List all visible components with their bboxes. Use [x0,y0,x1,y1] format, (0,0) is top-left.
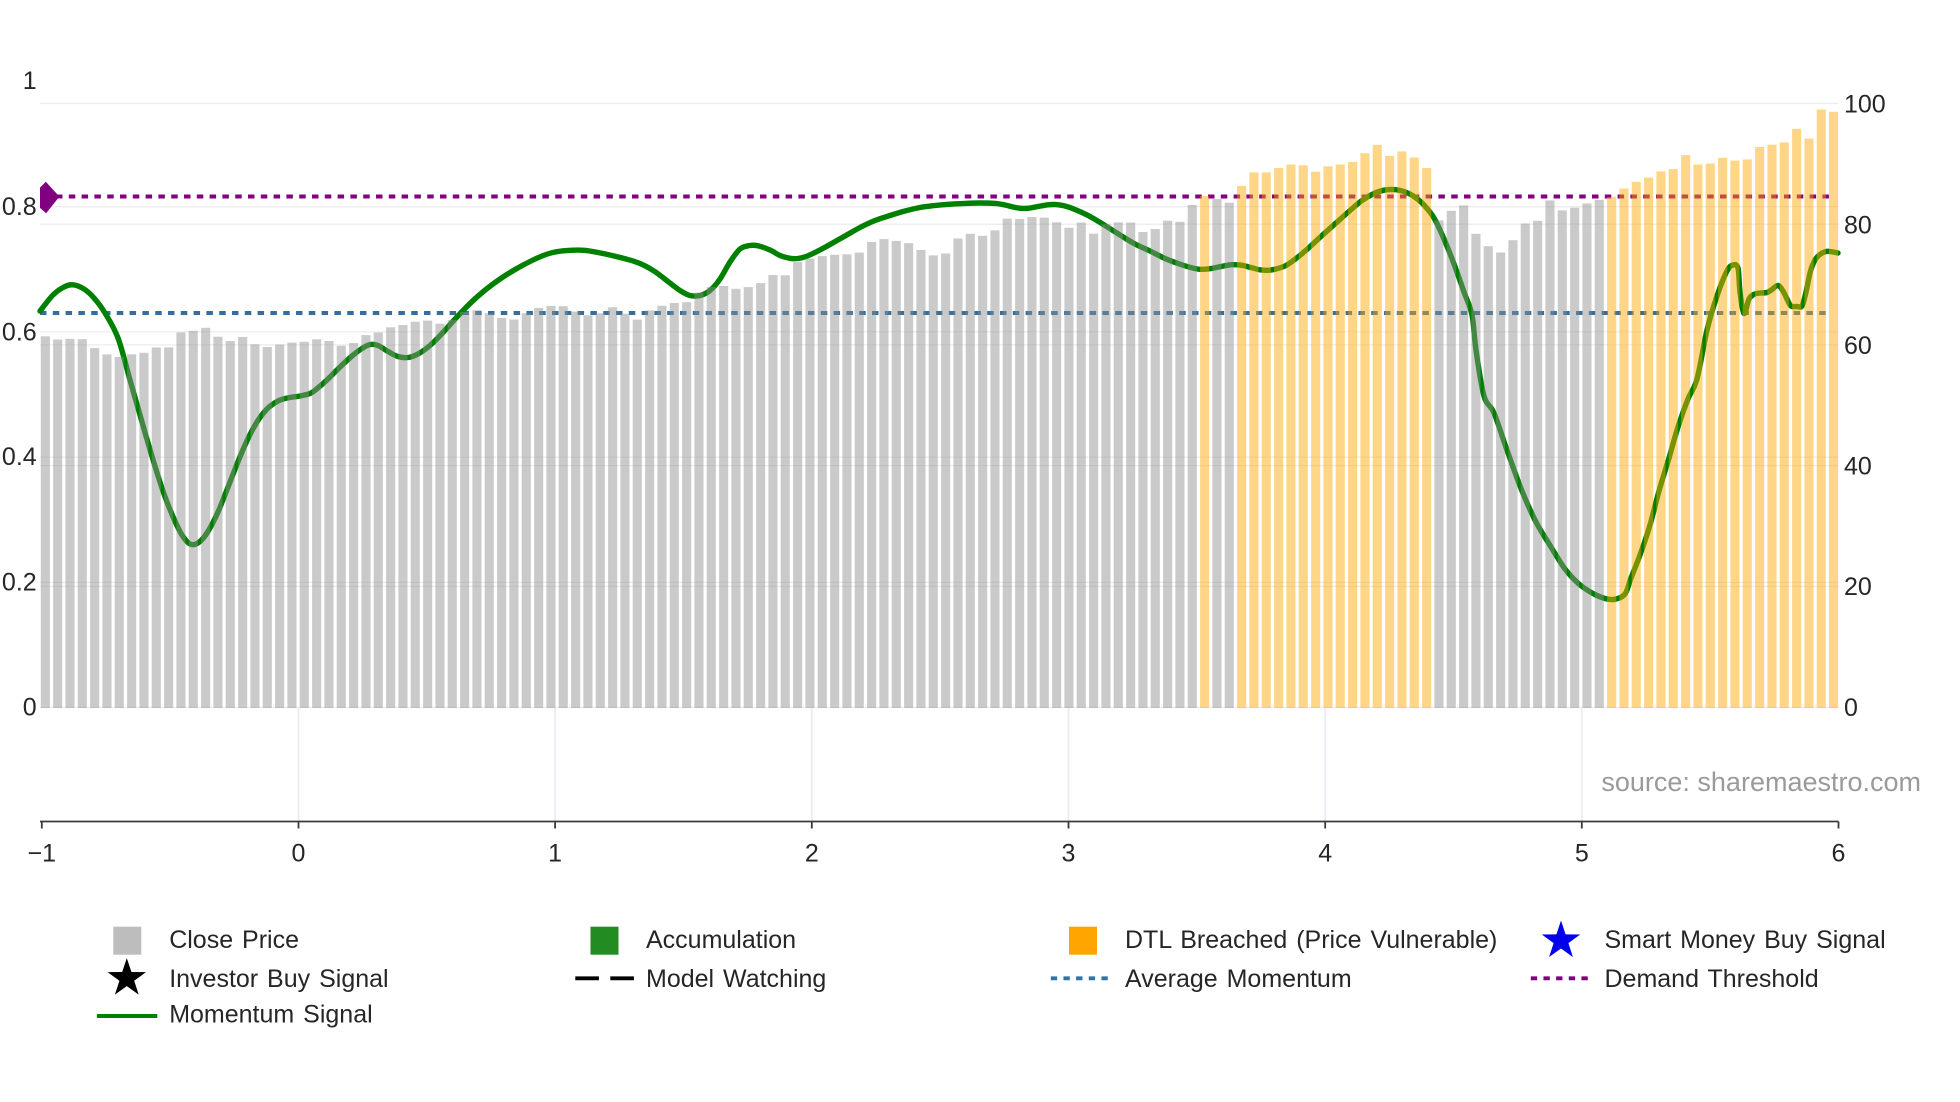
svg-text:−1: −1 [28,840,57,868]
svg-text:0.6: 0.6 [2,319,37,347]
svg-text:40: 40 [1844,453,1872,481]
svg-text:0: 0 [23,694,37,722]
svg-text:1: 1 [548,840,562,868]
svg-text:0: 0 [292,840,306,868]
svg-text:20: 20 [1844,573,1872,601]
svg-text:80: 80 [1844,212,1872,240]
svg-text:100: 100 [1844,91,1886,119]
svg-text:2: 2 [805,840,819,868]
svg-text:Demand Threshold: Demand Threshold [1605,965,1819,993]
svg-text:Average Momentum: Average Momentum [1125,965,1352,993]
svg-text:0: 0 [1844,694,1858,722]
svg-text:60: 60 [1844,332,1872,360]
svg-text:3: 3 [1062,840,1076,868]
svg-text:source: sharemaestro.com: source: sharemaestro.com [1601,767,1921,797]
svg-text:6: 6 [1832,840,1846,868]
svg-text:Investor Buy Signal: Investor Buy Signal [169,965,388,993]
svg-text:Accumulation: Accumulation [646,926,796,954]
svg-text:1: 1 [23,67,37,95]
svg-text:Model Watching: Model Watching [646,965,826,993]
svg-text:Momentum Signal: Momentum Signal [169,1000,372,1028]
svg-text:0.8: 0.8 [2,193,37,221]
svg-text:4: 4 [1318,840,1332,868]
svg-text:Smart Money Buy Signal: Smart Money Buy Signal [1605,926,1886,954]
svg-text:5: 5 [1575,840,1589,868]
svg-text:Close Price: Close Price [169,926,299,954]
svg-text:0.4: 0.4 [2,443,37,471]
svg-text:DTL Breached (Price Vulnerable: DTL Breached (Price Vulnerable) [1125,926,1497,954]
svg-text:0.2: 0.2 [2,569,37,597]
